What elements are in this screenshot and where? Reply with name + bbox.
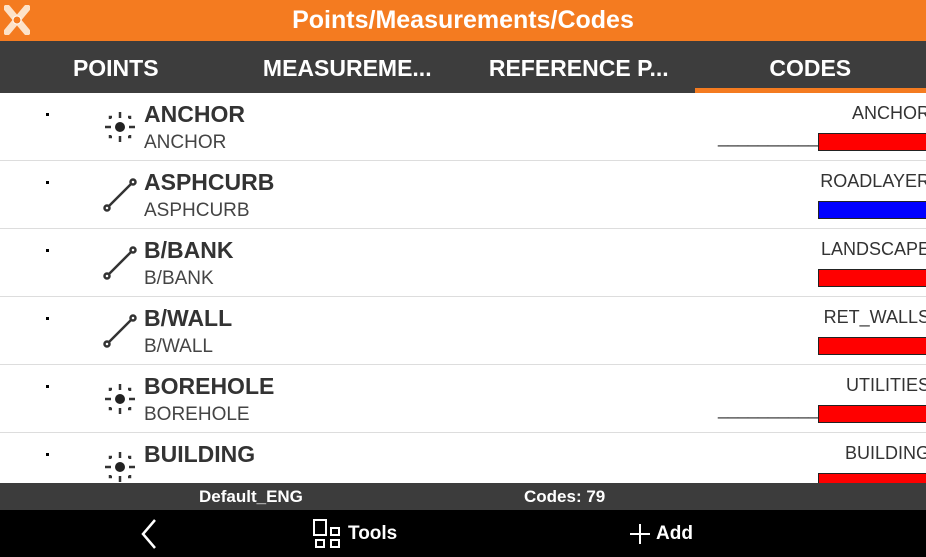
code-description: B/WALL <box>144 336 213 357</box>
color-swatch <box>818 269 926 287</box>
code-row[interactable]: BUILDING BUILDING <box>0 433 926 483</box>
point-target-icon <box>102 449 138 483</box>
code-name: B/WALL <box>144 305 233 331</box>
code-layer: ROADLAYER <box>820 171 926 191</box>
color-swatch <box>818 201 926 219</box>
code-name: B/BANK <box>144 237 234 263</box>
line-style: __________ <box>718 399 819 419</box>
tab-bar: POINTS MEASUREME... REFERENCE P... CODES <box>0 41 926 93</box>
line-icon <box>102 313 138 349</box>
code-description: ASPHCURB <box>144 200 250 221</box>
color-swatch <box>818 337 926 355</box>
title-bar: Points/Measurements/Codes <box>0 0 926 41</box>
line-icon <box>102 177 138 213</box>
point-target-icon <box>102 381 138 417</box>
bullet <box>46 385 49 388</box>
code-layer: UTILITIES <box>845 375 926 395</box>
line-icon <box>102 245 138 281</box>
back-button[interactable] <box>138 510 160 557</box>
code-row[interactable]: ANCHOR ANCHOR ANCHOR __________ <box>0 93 926 161</box>
tab-measurements[interactable]: MEASUREME... <box>262 55 432 81</box>
grid-icon <box>313 518 340 548</box>
code-name: BOREHOLE <box>144 373 275 399</box>
page-title: Points/Measurements/Codes <box>292 6 634 34</box>
tab-points[interactable]: POINTS <box>72 55 159 81</box>
app-logo-icon[interactable] <box>4 5 30 35</box>
code-description: ANCHOR <box>144 132 227 153</box>
add-label: Add <box>656 522 693 544</box>
bullet <box>46 317 49 320</box>
code-layer: BUILDING <box>844 443 926 463</box>
codes-list[interactable]: ANCHOR ANCHOR ANCHOR __________ ASPHCURB… <box>0 93 926 483</box>
code-row[interactable]: BOREHOLE BOREHOLE UTILITIES __________ <box>0 365 926 433</box>
code-name: ANCHOR <box>144 101 245 127</box>
tools-label: Tools <box>348 522 398 544</box>
code-row[interactable]: B/BANK B/BANK LANDSCAPE <box>0 229 926 297</box>
tab-codes[interactable]: CODES <box>694 41 926 93</box>
bottom-nav: Tools Add <box>0 510 926 557</box>
point-target-icon <box>102 109 138 145</box>
add-button[interactable]: Add <box>628 510 693 557</box>
code-row[interactable]: ASPHCURB ASPHCURB ROADLAYER <box>0 161 926 229</box>
chevron-left-icon <box>141 518 156 549</box>
color-swatch <box>818 473 926 483</box>
code-row[interactable]: B/WALL B/WALL RET_WALLS <box>0 297 926 365</box>
tab-reference-points[interactable]: REFERENCE P... <box>488 55 669 81</box>
color-swatch <box>818 133 926 151</box>
code-library-name: Default_ENG <box>199 487 303 506</box>
plus-icon <box>630 523 650 544</box>
code-description: BOREHOLE <box>144 404 250 425</box>
tools-button[interactable]: Tools <box>312 510 397 557</box>
bullet <box>46 113 49 116</box>
code-layer: RET_WALLS <box>823 307 926 327</box>
code-name: ASPHCURB <box>144 169 275 195</box>
bullet <box>46 181 49 184</box>
bullet <box>46 249 49 252</box>
code-layer: ANCHOR <box>851 103 926 123</box>
code-description: B/BANK <box>144 268 214 289</box>
code-name: BUILDING <box>144 441 256 467</box>
line-style: __________ <box>718 127 819 147</box>
color-swatch <box>818 405 926 423</box>
status-bar: Default_ENG Codes: 79 <box>0 483 926 510</box>
bullet <box>46 453 49 456</box>
code-layer: LANDSCAPE <box>820 239 926 259</box>
codes-count: Codes: 79 <box>524 487 606 506</box>
